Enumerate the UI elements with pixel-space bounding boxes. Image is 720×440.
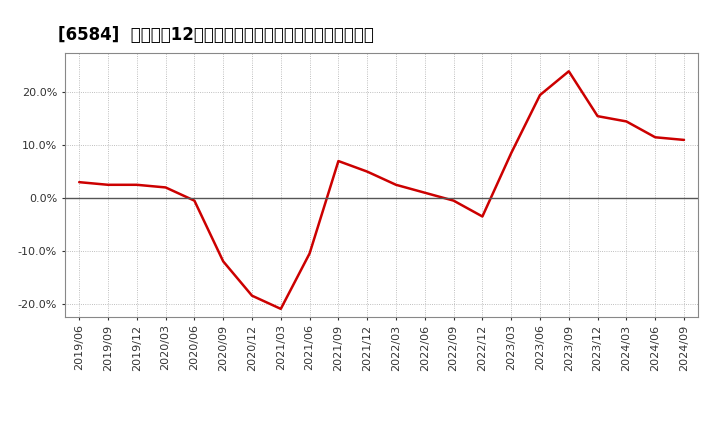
Text: [6584]  売上高の12か月移動合計の対前年同期増減率の推移: [6584] 売上高の12か月移動合計の対前年同期増減率の推移 bbox=[58, 26, 374, 44]
